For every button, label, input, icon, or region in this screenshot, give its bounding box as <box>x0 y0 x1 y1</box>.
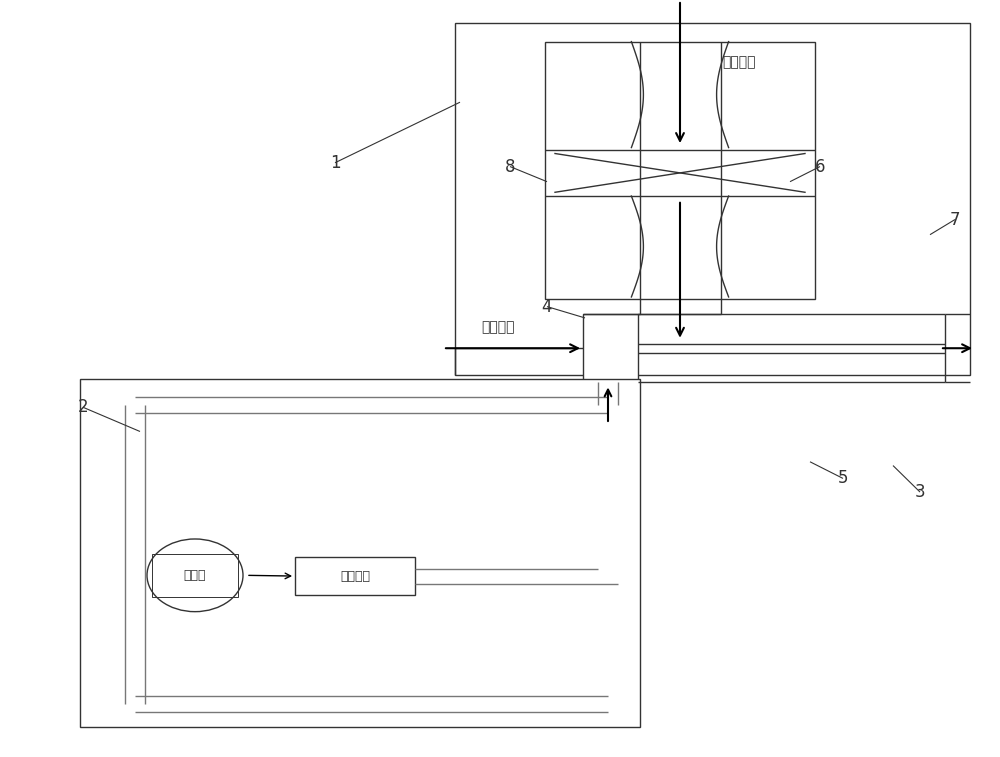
Bar <box>583 314 638 382</box>
Text: 2: 2 <box>78 398 88 416</box>
Bar <box>152 553 238 597</box>
Text: 1: 1 <box>330 154 340 172</box>
Text: 液体泵: 液体泵 <box>184 569 206 582</box>
Text: 4: 4 <box>542 298 552 316</box>
Text: 7: 7 <box>950 210 960 229</box>
Text: 冲压空气: 冲压空气 <box>723 55 756 69</box>
Text: 冲压空气: 冲压空气 <box>481 321 515 335</box>
Bar <box>80 378 640 727</box>
Text: 8: 8 <box>505 157 515 176</box>
Text: 3: 3 <box>915 483 925 501</box>
Text: 6: 6 <box>815 157 825 176</box>
Bar <box>545 42 815 299</box>
Text: 电子设备: 电子设备 <box>340 569 370 583</box>
Bar <box>295 557 415 595</box>
Bar <box>455 23 970 375</box>
Text: 5: 5 <box>838 469 848 488</box>
